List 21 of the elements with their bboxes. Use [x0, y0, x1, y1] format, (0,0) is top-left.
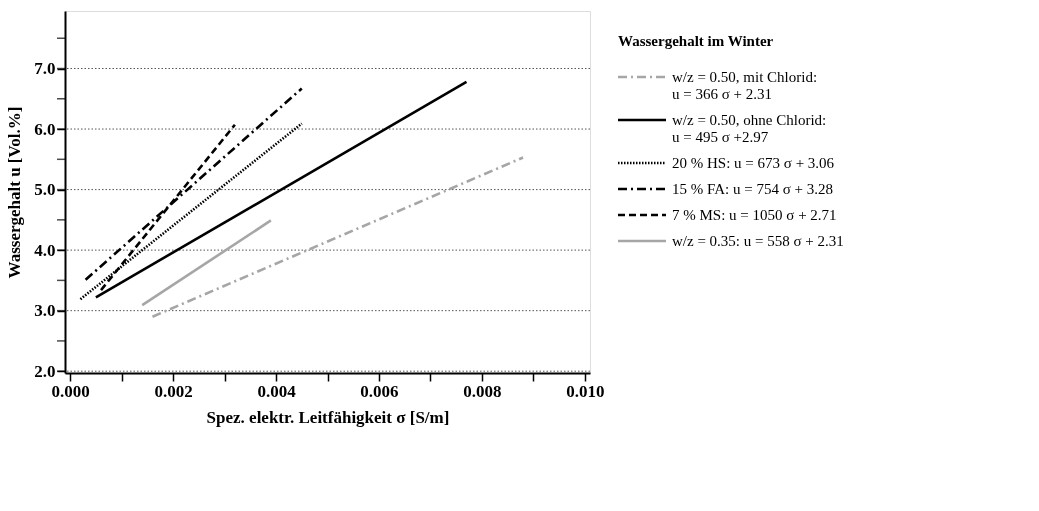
x-tick-label: 0.006: [360, 381, 399, 401]
legend-label: 7 % MS: u = 1050 σ + 2.71: [672, 207, 837, 223]
x-tick-label: 0.004: [257, 381, 297, 401]
y-tick-label: 5.0: [34, 180, 56, 200]
x-tick-label: 0.008: [463, 381, 502, 401]
y-tick-label: 6.0: [34, 119, 56, 139]
y-tick-label: 7.0: [34, 59, 56, 79]
x-tick-label: 0.000: [51, 381, 90, 401]
y-tick-label: 4.0: [34, 240, 56, 260]
y-tick-label: 2.0: [34, 361, 56, 381]
y-axis-title: Wassergehalt u [Vol.%]: [5, 106, 25, 279]
y-tick-label: 3.0: [34, 301, 56, 321]
legend-label: w/z = 0.50, mit Chlorid: u = 366 σ + 2.31: [672, 69, 818, 102]
legend-title: Wassergehalt im Winter: [618, 33, 774, 49]
x-axis-title: Spez. elektr. Leitfähigkeit σ [S/m]: [206, 407, 450, 427]
legend-label: w/z = 0.50, ohne Chlorid: u = 495 σ +2.97: [672, 112, 827, 145]
legend-label: 20 % HS: u = 673 σ + 3.06: [672, 155, 835, 171]
x-tick-label: 0.010: [566, 381, 605, 401]
legend-label: w/z = 0.35: u = 558 σ + 2.31: [672, 233, 844, 249]
x-tick-label: 0.002: [154, 381, 193, 401]
legend-label: 15 % FA: u = 754 σ + 3.28: [672, 181, 833, 197]
